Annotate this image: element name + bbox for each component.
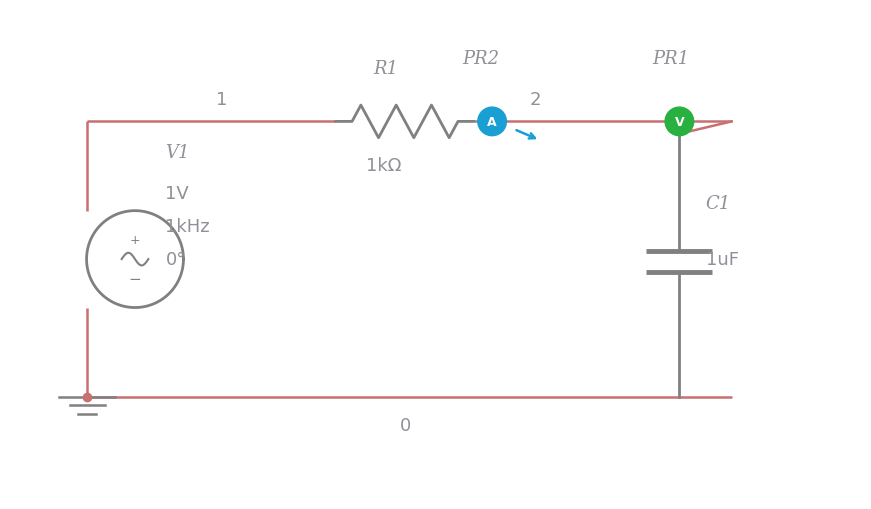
- Text: V: V: [674, 116, 685, 129]
- Text: −: −: [129, 271, 141, 287]
- Text: C1: C1: [706, 194, 731, 213]
- Text: +: +: [130, 234, 140, 247]
- Text: 1kHz: 1kHz: [165, 217, 210, 236]
- Text: 1: 1: [216, 91, 228, 109]
- Circle shape: [478, 108, 506, 136]
- Text: A: A: [487, 116, 497, 129]
- Text: V1: V1: [165, 144, 190, 162]
- Text: 2: 2: [530, 91, 542, 109]
- Text: PR2: PR2: [463, 49, 499, 68]
- Text: PR1: PR1: [652, 49, 689, 68]
- Text: R1: R1: [374, 60, 398, 78]
- Text: 0°: 0°: [165, 250, 186, 269]
- Circle shape: [665, 108, 693, 136]
- Text: 1uF: 1uF: [706, 250, 739, 269]
- Text: 0: 0: [400, 416, 410, 434]
- Text: 1kΩ: 1kΩ: [366, 156, 402, 175]
- Text: 1V: 1V: [165, 184, 189, 203]
